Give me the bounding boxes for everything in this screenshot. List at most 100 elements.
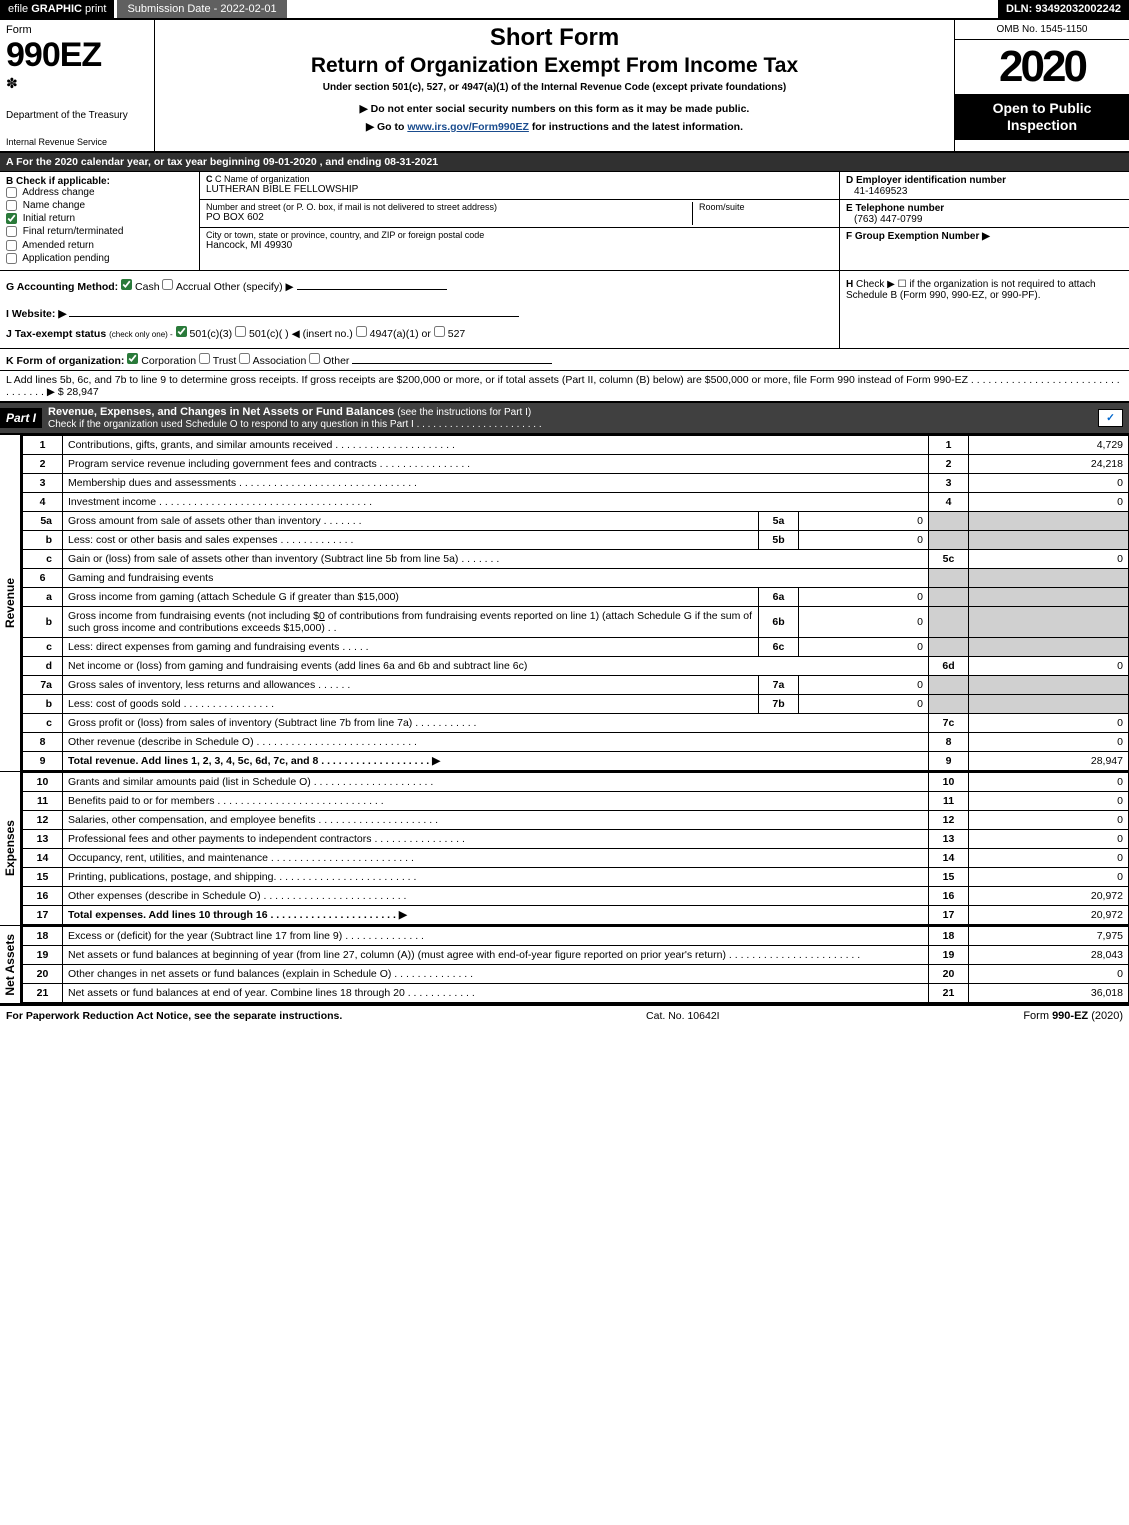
check-application-pending[interactable]: Application pending: [6, 253, 193, 264]
city-value: Hancock, MI 49930: [206, 240, 833, 251]
efile-graphic: GRAPHIC: [31, 3, 82, 15]
form-header: Form 990EZ ✽ Department of the Treasury …: [0, 20, 1129, 153]
line-9: 9Total revenue. Add lines 1, 2, 3, 4, 5c…: [23, 751, 1129, 770]
check-cash[interactable]: [121, 279, 132, 290]
top-bar: efile GRAPHIC print Submission Date - 20…: [0, 0, 1129, 20]
section-b-checks: B Check if applicable: Address change Na…: [0, 172, 200, 270]
part-1-desc: Revenue, Expenses, and Changes in Net As…: [42, 403, 1098, 433]
f-label: F Group Exemption Number ▶: [846, 231, 990, 242]
omb-number: OMB No. 1545-1150: [955, 20, 1129, 40]
goto-link-line: ▶ Go to www.irs.gov/Form990EZ for instru…: [161, 121, 948, 133]
short-form-title: Short Form: [161, 24, 948, 52]
check-amended-return[interactable]: Amended return: [6, 240, 193, 251]
c-label: C Name of organization: [215, 174, 310, 184]
efile-prefix: efile: [8, 3, 28, 15]
tax-year: 2020: [955, 40, 1129, 94]
line-13: 13Professional fees and other payments t…: [23, 829, 1129, 848]
telephone-value: (763) 447-0799: [846, 214, 1123, 225]
check-association[interactable]: [239, 353, 250, 364]
check-address-change[interactable]: Address change: [6, 187, 193, 198]
line-5a: 5aGross amount from sale of assets other…: [23, 511, 1129, 530]
part-1-schedule-o-check[interactable]: ✓: [1098, 409, 1123, 427]
g-other: Other (specify) ▶: [214, 281, 294, 293]
k-label: K Form of organization:: [6, 355, 124, 367]
check-501c3[interactable]: [176, 326, 187, 337]
submission-date: Submission Date - 2022-02-01: [117, 0, 286, 18]
e-label: E Telephone number: [846, 203, 944, 214]
under-section: Under section 501(c), 527, or 4947(a)(1)…: [161, 82, 948, 93]
line-17: 17Total expenses. Add lines 10 through 1…: [23, 905, 1129, 924]
check-name-change[interactable]: Name change: [6, 200, 193, 211]
line-5b: bLess: cost or other basis and sales exp…: [23, 530, 1129, 549]
check-final-return[interactable]: Final return/terminated: [6, 226, 193, 237]
do-not-enter: ▶ Do not enter social security numbers o…: [161, 103, 948, 115]
line-15: 15Printing, publications, postage, and s…: [23, 867, 1129, 886]
address-row: Number and street (or P. O. box, if mail…: [200, 200, 839, 228]
line-6c: cLess: direct expenses from gaming and f…: [23, 637, 1129, 656]
street-value: PO BOX 602: [206, 212, 686, 223]
k-line: K Form of organization: Corporation Trus…: [0, 349, 1129, 371]
line-7c: cGross profit or (loss) from sales of in…: [23, 713, 1129, 732]
check-4947[interactable]: [356, 326, 367, 337]
line-4: 4Investment income . . . . . . . . . . .…: [23, 492, 1129, 511]
return-title: Return of Organization Exempt From Incom…: [161, 54, 948, 78]
tax-exempt-line: J Tax-exempt status (check only one) - 5…: [6, 326, 833, 340]
check-other-org[interactable]: [309, 353, 320, 364]
footer-right: Form 990-EZ (2020): [1023, 1010, 1123, 1022]
expenses-table: 10Grants and similar amounts paid (list …: [22, 772, 1129, 925]
check-accrual[interactable]: [162, 279, 173, 290]
check-trust[interactable]: [199, 353, 210, 364]
form-number: 990EZ: [6, 36, 148, 75]
i-label: I Website: ▶: [6, 308, 66, 320]
part-1-check-text: Check if the organization used Schedule …: [48, 419, 542, 430]
line-5c: cGain or (loss) from sale of assets othe…: [23, 549, 1129, 568]
h-text: Check ▶ ☐ if the organization is not req…: [846, 279, 1096, 301]
city-row: City or town, state or province, country…: [200, 228, 839, 256]
line-a-tax-year: A For the 2020 calendar year, or tax yea…: [0, 153, 1129, 172]
line-3: 3Membership dues and assessments . . . .…: [23, 473, 1129, 492]
header-right: OMB No. 1545-1150 2020 Open to Public In…: [954, 20, 1129, 151]
irs-label: Internal Revenue Service: [6, 137, 148, 147]
section-g-h: G Accounting Method: Cash Accrual Other …: [0, 271, 1129, 349]
check-501c[interactable]: [235, 326, 246, 337]
city-label: City or town, state or province, country…: [206, 230, 833, 240]
net-assets-vertical-label: Net Assets: [0, 926, 22, 1003]
line-7b: bLess: cost of goods sold . . . . . . . …: [23, 694, 1129, 713]
efile-badge: efile GRAPHIC print: [0, 0, 114, 18]
efile-print: print: [85, 3, 106, 15]
line-21: 21Net assets or fund balances at end of …: [23, 983, 1129, 1002]
ein-value: 41-1469523: [846, 186, 1123, 197]
irs-link[interactable]: www.irs.gov/Form990EZ: [407, 121, 529, 133]
b-check-label: B Check if applicable:: [6, 176, 110, 187]
dln: DLN: 93492032002242: [998, 0, 1129, 18]
l-line: L Add lines 5b, 6c, and 7b to line 9 to …: [0, 371, 1129, 403]
line-12: 12Salaries, other compensation, and empl…: [23, 810, 1129, 829]
line-6d: dNet income or (loss) from gaming and fu…: [23, 656, 1129, 675]
j-sub: (check only one) -: [109, 330, 173, 339]
page-footer: For Paperwork Reduction Act Notice, see …: [0, 1005, 1129, 1026]
part-1-header: Part I Revenue, Expenses, and Changes in…: [0, 403, 1129, 435]
expenses-vertical-label: Expenses: [0, 772, 22, 925]
check-initial-return[interactable]: Initial return: [6, 213, 193, 224]
telephone-row: E Telephone number (763) 447-0799: [840, 200, 1129, 228]
revenue-vertical-label: Revenue: [0, 435, 22, 771]
line-14: 14Occupancy, rent, utilities, and mainte…: [23, 848, 1129, 867]
check-527[interactable]: [434, 326, 445, 337]
net-assets-section: Net Assets 18Excess or (deficit) for the…: [0, 926, 1129, 1005]
org-name-row: C C Name of organization LUTHERAN BIBLE …: [200, 172, 839, 200]
line-6a: aGross income from gaming (attach Schedu…: [23, 587, 1129, 606]
footer-cat-no: Cat. No. 10642I: [646, 1010, 720, 1022]
entity-center: C C Name of organization LUTHERAN BIBLE …: [200, 172, 839, 270]
street-label: Number and street (or P. O. box, if mail…: [206, 202, 686, 212]
part-1-label: Part I: [0, 408, 42, 428]
j-label: J Tax-exempt status: [6, 328, 106, 340]
line-18: 18Excess or (deficit) for the year (Subt…: [23, 926, 1129, 945]
goto-prefix: ▶ Go to: [366, 121, 407, 133]
line-6b: bGross income from fundraising events (n…: [23, 606, 1129, 637]
open-public: Open to Public Inspection: [955, 94, 1129, 140]
g-left: G Accounting Method: Cash Accrual Other …: [0, 271, 839, 348]
goto-suffix: for instructions and the latest informat…: [532, 121, 743, 133]
line-10: 10Grants and similar amounts paid (list …: [23, 772, 1129, 791]
check-corporation[interactable]: [127, 353, 138, 364]
h-label: H: [846, 279, 853, 290]
